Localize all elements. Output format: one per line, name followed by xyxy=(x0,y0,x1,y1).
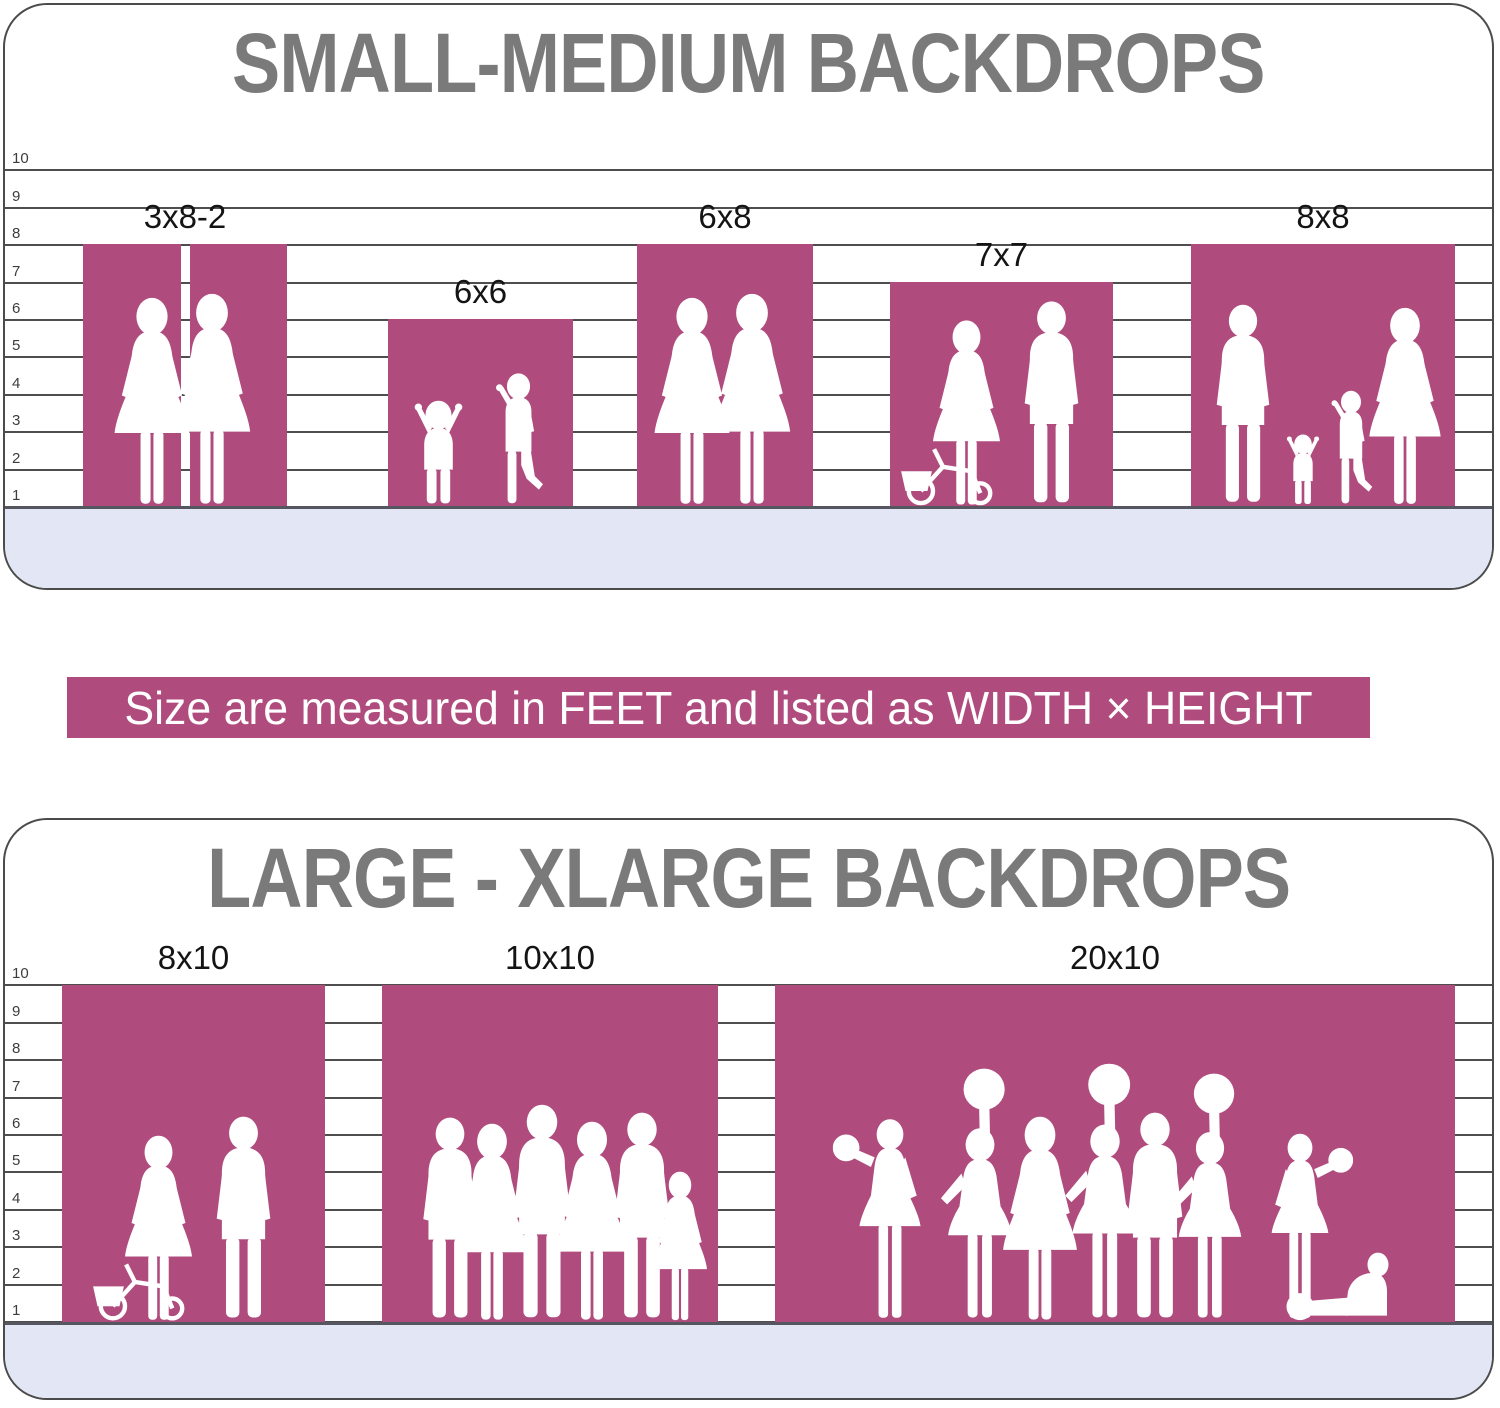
woman-bicycle-man-silhouettes xyxy=(890,301,1079,506)
woman-silhouette xyxy=(654,298,730,504)
axis-tick-label: 9 xyxy=(12,1002,21,1020)
axis-tick-label: 8 xyxy=(12,1040,21,1058)
backdrop-bar-6x8 xyxy=(637,244,813,506)
grid-line xyxy=(5,1059,1492,1062)
bicycle-silhouette xyxy=(901,449,990,503)
floor xyxy=(5,506,1492,588)
woman-silhouette xyxy=(1369,308,1441,505)
axis-tick-label: 7 xyxy=(12,262,21,280)
cheerleader-silhouette xyxy=(832,1119,921,1319)
axis-tick-label: 2 xyxy=(12,449,21,467)
axis-tick-label: 6 xyxy=(12,1115,21,1132)
family-of-four-silhouettes xyxy=(1216,305,1441,505)
backdrop-bar-10x10 xyxy=(382,985,718,1322)
axis-tick-label: 1 xyxy=(12,487,21,504)
woman-silhouette xyxy=(933,320,1000,505)
backdrop-bar-8x10 xyxy=(62,985,325,1322)
backdrop-bar-20x10 xyxy=(775,985,1455,1322)
bar-size-label: 6x6 xyxy=(453,273,508,310)
grid-line xyxy=(5,1246,1492,1249)
bar-size-label: 10x10 xyxy=(505,939,595,977)
backdrop-bar-6x6 xyxy=(388,319,573,506)
backdrop-panel-segment xyxy=(62,985,325,1322)
panel-title-text: SMALL-MEDIUM BACKDROPS xyxy=(232,16,1265,110)
axis-tick-label: 9 xyxy=(12,187,21,205)
toddler-silhouette xyxy=(1286,434,1320,505)
child-silhouette xyxy=(1331,390,1373,504)
grid-line xyxy=(5,169,1492,172)
man-silhouette xyxy=(216,1117,271,1318)
man-silhouette xyxy=(1216,305,1270,502)
man-silhouette xyxy=(1127,1113,1183,1318)
size-note-banner: Size are measured in FEET and listed as … xyxy=(67,677,1370,738)
axis-tick-label: 3 xyxy=(12,1227,21,1245)
two-women-silhouettes xyxy=(114,294,251,504)
small-medium-plot: 1 2 3 4 5 6 7 8 9 10 3x8-2 6x6 6x8 7x7 8x8 xyxy=(5,5,1492,588)
grid-line xyxy=(5,1134,1492,1136)
backdrop-bar-3x8-2 xyxy=(83,244,287,506)
man-silhouette xyxy=(614,1113,670,1318)
woman-silhouette xyxy=(555,1122,628,1320)
panel-title: SMALL-MEDIUM BACKDROPS xyxy=(5,15,1492,112)
man-silhouette xyxy=(1024,301,1079,502)
axis-tick-label: 5 xyxy=(12,1152,21,1170)
floor xyxy=(5,1322,1492,1398)
man-silhouette xyxy=(513,1105,571,1318)
bicycle-silhouette xyxy=(93,1265,182,1319)
grid-line xyxy=(5,984,1492,987)
axis-tick-label: 10 xyxy=(12,965,29,983)
bar-size-label: 6x8 xyxy=(698,198,752,236)
axis-tick-label: 4 xyxy=(12,374,21,392)
backdrop-bar-7x7 xyxy=(890,281,1113,506)
two-women-silhouettes xyxy=(654,294,791,504)
grid-line xyxy=(5,1171,1492,1174)
bar-size-label: 20x10 xyxy=(1070,939,1160,977)
woman-silhouette xyxy=(1003,1117,1077,1320)
cheerleader-silhouette xyxy=(1171,1074,1242,1318)
panel-title: LARGE - XLARGE BACKDROPS xyxy=(5,830,1492,927)
woman-bicycle-man-silhouettes xyxy=(62,1117,271,1322)
child-silhouette xyxy=(496,373,543,504)
bar-size-label: 3x8-2 xyxy=(143,198,227,236)
large-xlarge-plot: 1 2 3 4 5 6 7 8 9 10 8x10 10x10 20x10 xyxy=(5,820,1492,1398)
bar-size-label: 8x10 xyxy=(157,939,230,977)
axis-tick-label: 1 xyxy=(12,1302,21,1319)
grid-line xyxy=(5,1208,1492,1211)
small-medium-panel: SMALL-MEDIUM BACKDROPS 1 2 3 4 5 6 7 8 9 10 3x8-2 6… xyxy=(3,3,1494,590)
axis-tick-label: 8 xyxy=(12,225,21,243)
axis-tick-label: 3 xyxy=(12,412,21,430)
axis-tick-label: 4 xyxy=(12,1189,21,1207)
axis-tick-label: 7 xyxy=(12,1077,21,1095)
backdrop-bar-8x8 xyxy=(1191,244,1455,506)
panel-title-text: LARGE - XLARGE BACKDROPS xyxy=(206,831,1291,925)
woman-silhouette xyxy=(173,294,251,504)
cheerleading-squad-silhouettes xyxy=(832,1064,1389,1321)
cheerleader-silhouette xyxy=(940,1069,1012,1318)
axis-tick-label: 6 xyxy=(12,300,21,317)
axis-tick-label: 2 xyxy=(12,1264,21,1282)
grid-line xyxy=(5,1283,1492,1286)
grid-line xyxy=(5,206,1492,209)
toddler-silhouette xyxy=(414,400,463,504)
axis-tick-label: 10 xyxy=(12,150,29,168)
bar-size-label: 7x7 xyxy=(974,235,1029,273)
woman-silhouette xyxy=(125,1136,192,1321)
group-of-five-silhouettes xyxy=(423,1105,707,1321)
two-kids-silhouettes xyxy=(414,373,543,504)
cheerleader-silhouette xyxy=(1065,1064,1138,1318)
woman-silhouette xyxy=(114,298,190,504)
cheerleader-silhouette xyxy=(1271,1134,1354,1319)
large-xlarge-panel: LARGE - XLARGE BACKDROPS 1 2 3 4 5 6 7 8 9 10 8x10… xyxy=(3,818,1494,1400)
woman-silhouette xyxy=(713,294,791,504)
size-note-text: Size are measured in FEET and listed as … xyxy=(124,681,1313,734)
backdrop-panel-segment xyxy=(637,244,813,506)
grid-line xyxy=(5,1021,1492,1024)
bar-size-label: 8x8 xyxy=(1296,198,1350,236)
axis-tick-label: 5 xyxy=(12,337,21,355)
grid-line xyxy=(5,1096,1492,1099)
